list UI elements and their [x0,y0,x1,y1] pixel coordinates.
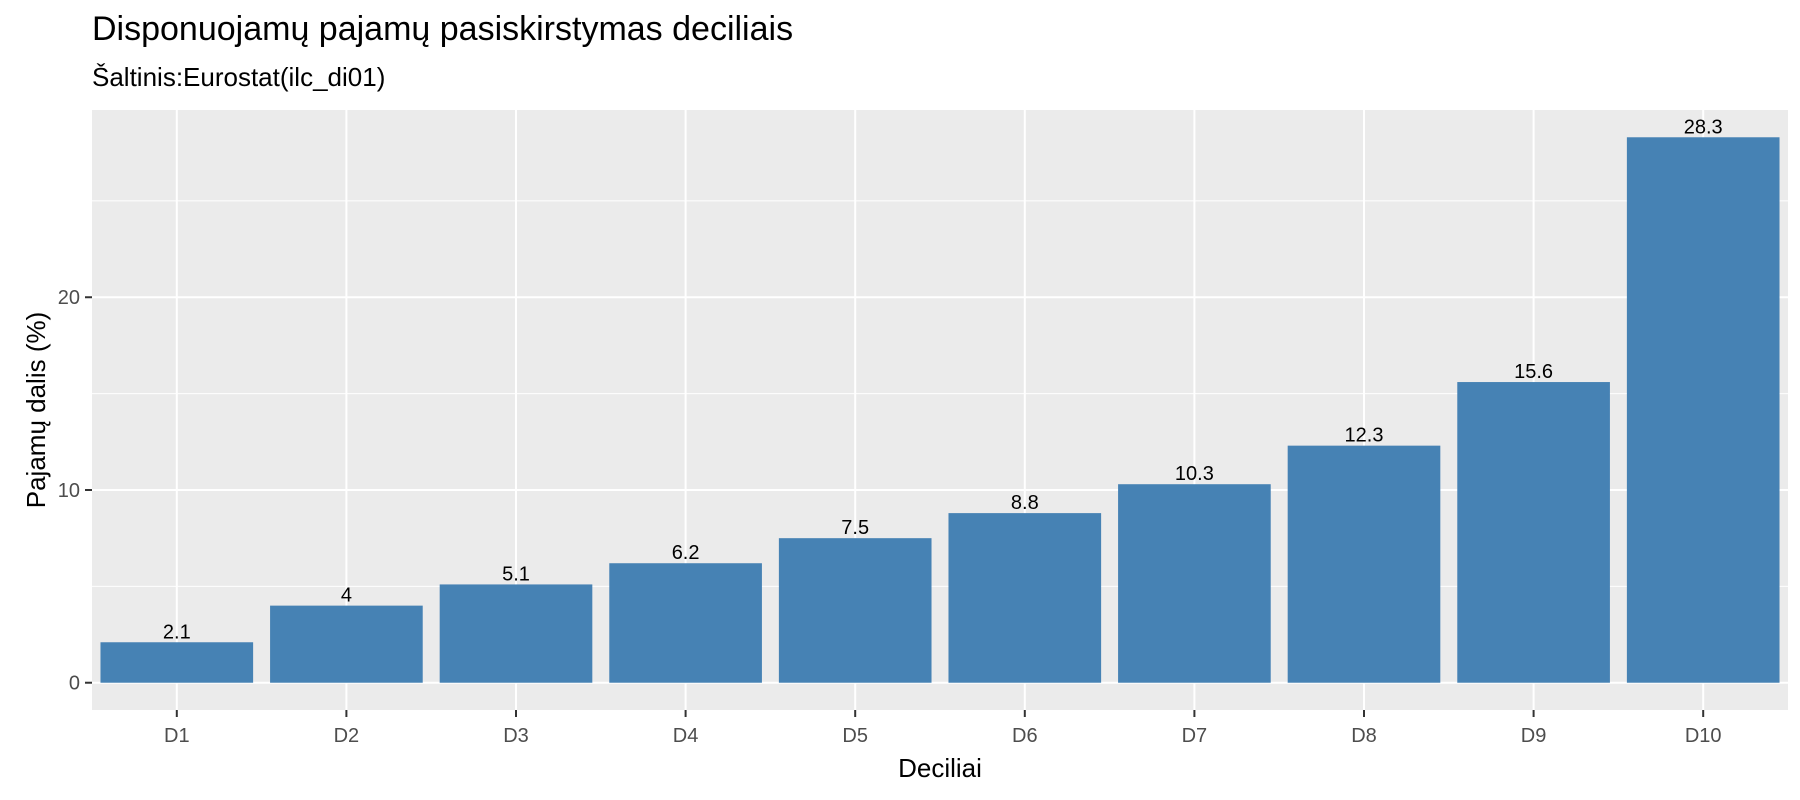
y-tick-label: 0 [69,673,80,695]
x-axis: D1 D2 D3 D4 D5 D6 D7 D8 D9 D10 [164,710,1722,747]
data-label: 15.6 [1514,361,1553,383]
data-label: 8.8 [1011,492,1039,514]
data-label: 28.3 [1684,116,1723,138]
x-tick-label: D5 [842,725,868,747]
x-tick-label: D6 [1012,725,1038,747]
bar-d9 [1457,382,1610,683]
x-tick-label: D9 [1521,725,1547,747]
data-label: 10.3 [1175,463,1214,485]
x-axis-title: Deciliai [898,753,982,783]
data-label: 7.5 [841,517,869,539]
bar-d4 [609,563,762,683]
y-axis-title: Pajamų dalis (%) [21,312,51,509]
bar-d3 [439,584,593,683]
x-tick-label: D10 [1685,725,1722,747]
x-tick-label: D2 [334,725,360,747]
data-label: 4 [341,585,352,607]
chart-title: Disponuojamų pajamų pasiskirstymas decil… [92,10,794,48]
bar-d5 [778,538,932,683]
data-label: 2.1 [163,621,191,643]
bars [100,137,1780,683]
x-tick-label: D4 [673,725,699,747]
x-tick-label: D8 [1351,725,1377,747]
x-tick-label: D1 [164,725,190,747]
x-tick-label: D7 [1182,725,1208,747]
chart-subtitle: Šaltinis:Eurostat(ilc_di01) [92,62,386,92]
bar-d1 [100,642,254,683]
bar-d8 [1287,445,1441,683]
y-tick-label: 20 [58,287,80,309]
data-label: 12.3 [1345,425,1384,447]
y-tick-label: 10 [58,480,80,502]
bar-d6 [948,513,1102,683]
value-labels: 2.1 4 5.1 6.2 7.5 8.8 10.3 12.3 15.6 28.3 [163,116,1723,643]
bar-d2 [270,605,423,683]
data-label: 5.1 [502,563,530,585]
y-axis: 0 10 20 [58,287,92,695]
data-label: 6.2 [672,542,700,564]
bar-d7 [1118,484,1271,683]
bar-d10 [1626,137,1780,683]
x-tick-label: D3 [503,725,529,747]
